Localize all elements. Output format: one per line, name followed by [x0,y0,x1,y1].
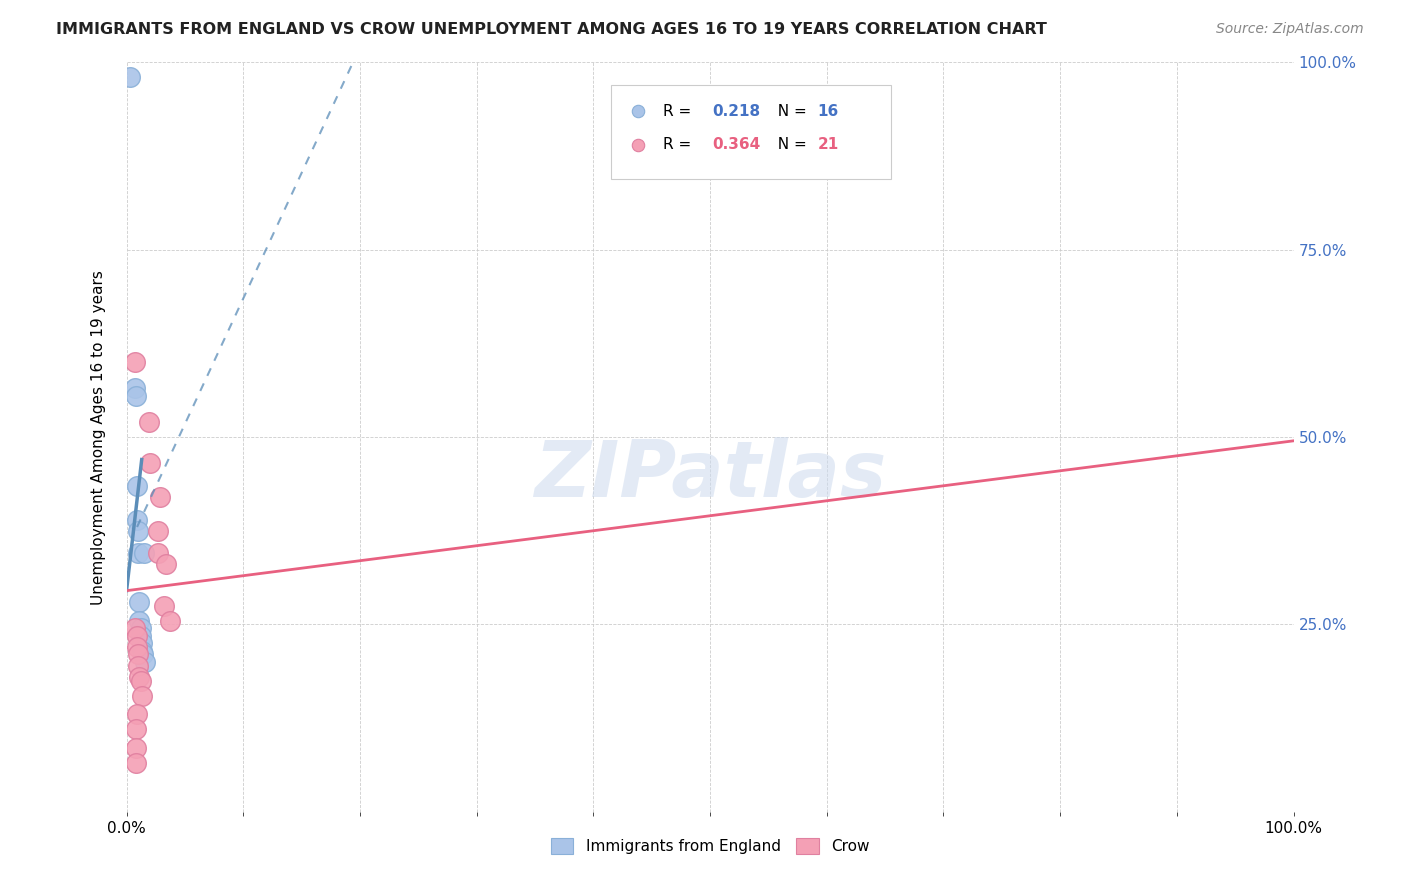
Point [125,512,148,526]
Point [125,479,148,493]
Point [124,621,146,635]
Point [132,546,155,560]
Text: IMMIGRANTS FROM ENGLAND VS CROW UNEMPLOYMENT AMONG AGES 16 TO 19 YEARS CORRELATI: IMMIGRANTS FROM ENGLAND VS CROW UNEMPLOY… [56,22,1047,37]
Point [155,558,177,572]
Point [127,648,149,662]
Point [125,389,148,403]
FancyBboxPatch shape [610,85,891,178]
Text: Source: ZipAtlas.com: Source: ZipAtlas.com [1216,22,1364,37]
Text: 0.364: 0.364 [713,137,761,153]
Point [129,629,152,643]
Point [132,648,155,662]
Text: R =: R = [664,103,696,119]
Point [139,456,162,470]
Point [131,636,153,650]
Point [124,381,146,395]
Point [129,673,152,688]
Point [627,104,650,119]
Point [129,621,152,635]
Point [125,741,148,756]
Y-axis label: Unemployment Among Ages 16 to 19 years: Unemployment Among Ages 16 to 19 years [91,269,107,605]
Point [127,546,149,560]
Point [131,689,153,703]
Point [131,643,153,657]
Point [125,707,148,722]
Point [149,490,172,504]
Text: ZIPatlas: ZIPatlas [534,436,886,513]
Point [118,70,141,85]
Point [146,546,169,560]
Text: 0.218: 0.218 [713,103,761,119]
Point [159,614,181,628]
Point [127,524,149,538]
Point [124,355,146,369]
Point [134,655,156,669]
Text: R =: R = [664,137,696,153]
Point [146,524,169,538]
Point [125,629,148,643]
Point [128,670,150,684]
Text: 21: 21 [817,137,838,153]
Point [627,137,650,152]
Point [138,415,160,429]
Point [127,658,149,673]
Legend: Immigrants from England, Crow: Immigrants from England, Crow [544,832,876,860]
Point [128,595,150,609]
Text: N =: N = [768,137,813,153]
Text: N =: N = [768,103,813,119]
Point [153,599,176,613]
Point [125,756,148,770]
Point [125,723,148,737]
Point [128,614,150,628]
Text: 16: 16 [817,103,838,119]
Point [125,640,148,654]
